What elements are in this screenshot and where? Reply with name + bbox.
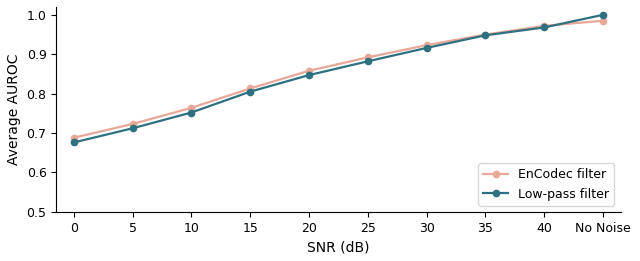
- Y-axis label: Average AUROC: Average AUROC: [7, 54, 21, 165]
- Low-pass filter: [188, 111, 195, 114]
- EnCodec filter: [540, 24, 548, 27]
- EnCodec filter: [129, 122, 136, 126]
- Line: Low-pass filter: Low-pass filter: [71, 12, 606, 146]
- EnCodec filter: [364, 56, 372, 59]
- Low-pass filter: [246, 90, 254, 93]
- Low-pass filter: [482, 34, 490, 37]
- Legend: EnCodec filter, Low-pass filter: EnCodec filter, Low-pass filter: [479, 163, 614, 205]
- EnCodec filter: [482, 33, 490, 36]
- Low-pass filter: [599, 13, 607, 16]
- EnCodec filter: [188, 106, 195, 109]
- X-axis label: SNR (dB): SNR (dB): [307, 240, 370, 254]
- Line: EnCodec filter: EnCodec filter: [71, 17, 606, 141]
- EnCodec filter: [305, 69, 313, 72]
- Low-pass filter: [129, 127, 136, 130]
- EnCodec filter: [246, 87, 254, 90]
- EnCodec filter: [423, 44, 431, 47]
- Low-pass filter: [305, 74, 313, 77]
- Low-pass filter: [423, 46, 431, 50]
- Low-pass filter: [364, 60, 372, 63]
- Low-pass filter: [70, 141, 77, 144]
- Low-pass filter: [540, 26, 548, 29]
- EnCodec filter: [599, 19, 607, 22]
- EnCodec filter: [70, 136, 77, 139]
